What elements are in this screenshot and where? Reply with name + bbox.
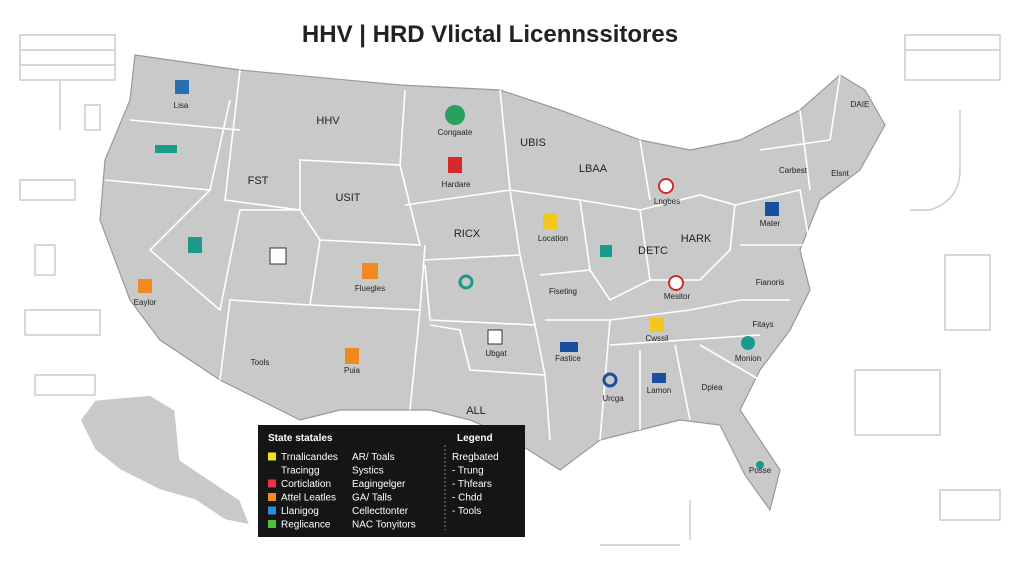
legend-item: Attel Leatles [281, 493, 336, 504]
region-label: Tools [251, 358, 270, 367]
alaska [79, 394, 252, 527]
legend-item: - Trung [452, 466, 484, 477]
legend-panel: State statales Legend Trnalicandes Tracin… [258, 425, 525, 537]
region-label: HARK [681, 233, 712, 245]
region-label: Elsnt [831, 169, 850, 178]
region-label: Fiseting [549, 287, 577, 296]
map-title: HHV | HRD Vlictal Licennssitores [302, 21, 678, 48]
region-label: Monion [735, 354, 761, 363]
region-label: Fitays [752, 320, 773, 329]
region-label: Lngbes [654, 197, 680, 206]
us-map [79, 54, 886, 527]
legend-swatch [268, 520, 276, 528]
legend-item: Corticlation [281, 479, 331, 490]
region-label: Dpiea [702, 383, 723, 392]
region-label: DAIE [851, 100, 870, 109]
region-label: Fluegles [355, 284, 385, 293]
legend-item: Tracingg [281, 466, 320, 477]
region-label: Location [538, 234, 568, 243]
region-label: Mesitor [664, 292, 691, 301]
legend-item: Trnalicandes [281, 452, 338, 463]
region-label: Carbest [779, 166, 808, 175]
legend-heading: State statales [268, 433, 333, 444]
region-label: Puia [344, 366, 361, 375]
legend-item: NAC Tonyitors [352, 520, 416, 531]
legend-item: Rregbated [452, 452, 499, 463]
legend-swatch [268, 506, 276, 515]
legend-item: Cellecttonter [352, 506, 409, 517]
legend-item: GA/ Talls [352, 493, 392, 504]
legend-swatch [268, 493, 276, 501]
state-icons [138, 80, 779, 469]
region-labels: Lisa HHV Congaate UBIS DAIE FST Hardare … [134, 100, 870, 475]
legend-background [258, 425, 525, 537]
legend-item: Reglicance [281, 520, 331, 531]
region-label: Fastice [555, 354, 581, 363]
side-decoration [19, 34, 1001, 546]
region-label: FST [248, 175, 269, 187]
region-label: Cwssil [645, 334, 668, 343]
region-label: Posse [749, 466, 772, 475]
region-label: Eaylor [134, 298, 157, 307]
region-label: HHV [316, 115, 340, 127]
legend-item: - Tools [452, 506, 481, 517]
region-label: USIT [335, 192, 360, 204]
region-label: Ubgat [485, 349, 507, 358]
region-label: Fianoris [756, 278, 784, 287]
region-label: Lisa [174, 101, 189, 110]
state-borders [104, 69, 841, 441]
region-label: Urcga [602, 394, 624, 403]
region-label: ALL [466, 405, 486, 417]
legend-item: Systics [352, 466, 384, 477]
region-label: LBAA [579, 163, 608, 175]
legend-swatch [268, 479, 276, 488]
legend-item: Eagingelger [352, 479, 406, 490]
mainland [99, 54, 886, 512]
legend-item: - Chdd [452, 493, 482, 504]
region-label: RICX [454, 228, 481, 240]
region-label: DETC [638, 245, 668, 257]
legend-item: Llanigog [281, 506, 319, 517]
legend-heading: Legend [457, 433, 493, 444]
region-label: Lamon [647, 386, 671, 395]
region-label: Congaate [438, 128, 473, 137]
legend-item: - Thfears [452, 479, 492, 490]
legend-swatch [268, 452, 276, 461]
region-label: UBIS [520, 137, 546, 149]
region-label: Hardare [442, 180, 471, 189]
legend-item: AR/ Toals [352, 452, 395, 463]
region-label: Mater [760, 219, 781, 228]
